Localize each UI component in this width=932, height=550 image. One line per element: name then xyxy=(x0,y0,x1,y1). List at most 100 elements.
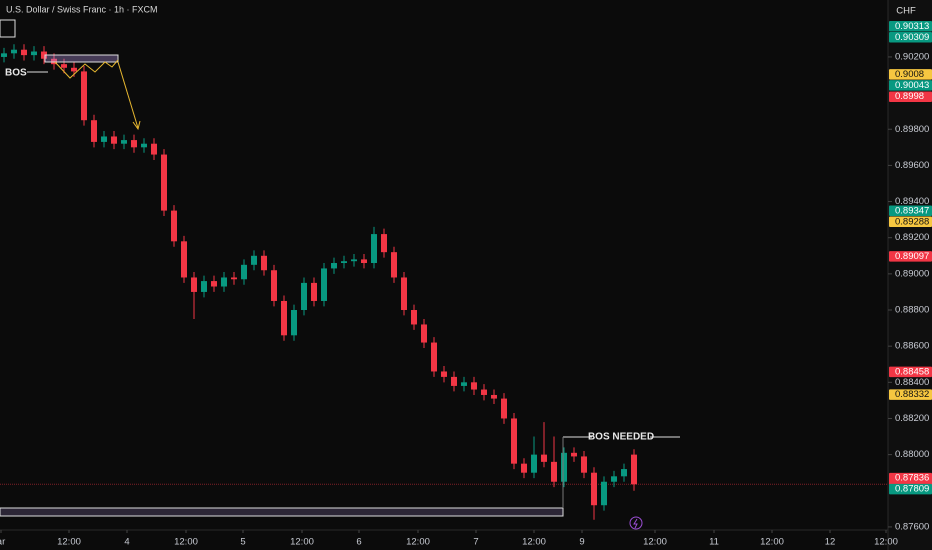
candle-body xyxy=(271,270,277,301)
price-badge xyxy=(889,366,932,378)
x-tick-label: 12:00 xyxy=(643,537,667,548)
candle-body xyxy=(251,255,257,265)
zone-bottom xyxy=(0,507,564,517)
candle-body xyxy=(161,154,167,211)
candle-body xyxy=(231,277,237,280)
candle-body xyxy=(581,456,587,473)
candle-body xyxy=(591,472,597,506)
price-badge-label: 0.9008 xyxy=(895,69,924,80)
x-tick-label: 12:00 xyxy=(406,537,430,548)
candle-body xyxy=(211,281,217,287)
candle-body xyxy=(511,418,517,464)
price-badge xyxy=(889,31,932,43)
candle-body xyxy=(301,282,307,311)
candle-body xyxy=(441,371,447,377)
candle-body xyxy=(621,469,627,477)
zigzag xyxy=(54,59,119,79)
x-tick-label: 12:00 xyxy=(874,537,898,548)
candle-body xyxy=(191,277,197,292)
candle-body xyxy=(21,49,27,56)
candle-body xyxy=(371,234,377,264)
candle-body xyxy=(501,398,507,419)
candle-body xyxy=(141,143,147,148)
candle-body xyxy=(421,324,427,343)
price-badge xyxy=(889,69,932,80)
price-badge xyxy=(889,80,932,91)
price-badge-label: 0.89097 xyxy=(895,251,929,262)
price-badge-label: 0.8998 xyxy=(895,91,924,102)
candle-body xyxy=(241,264,247,280)
candle-body xyxy=(431,342,437,372)
candle-body xyxy=(171,210,177,242)
zone-top xyxy=(44,54,119,63)
candle-body xyxy=(71,67,77,72)
price-badge xyxy=(889,483,932,495)
candle-body xyxy=(91,120,97,142)
bos-label: BOS xyxy=(5,68,27,79)
x-tick-label: 7 xyxy=(473,537,478,548)
candle-body xyxy=(121,140,127,144)
candle-body xyxy=(1,53,7,57)
y-tick-label: 0.87600 xyxy=(895,521,929,532)
x-tick-label: 12:00 xyxy=(522,537,546,548)
arrow-head xyxy=(132,120,141,131)
candle-body xyxy=(131,140,137,148)
x-tick-label: 4 xyxy=(124,537,129,548)
candle-body xyxy=(311,282,317,301)
candle-body xyxy=(541,454,547,462)
price-badge-label: 0.90309 xyxy=(895,32,929,43)
y-tick-label: 0.88800 xyxy=(895,305,929,316)
y-tick-label: 0.88400 xyxy=(895,377,929,388)
candle-body xyxy=(381,234,387,253)
x-tick-label: 5 xyxy=(240,537,245,548)
y-tick-label: 0.88000 xyxy=(895,449,929,460)
candle-body xyxy=(561,452,567,482)
candle-body xyxy=(281,300,287,336)
candle-body xyxy=(341,261,347,264)
price-badge xyxy=(889,216,932,228)
candle-body xyxy=(391,252,397,278)
candle-body xyxy=(181,241,187,278)
y-tick-label: 0.90200 xyxy=(895,51,929,62)
zone-left xyxy=(0,19,16,38)
price-badge-label: 0.89347 xyxy=(895,205,929,216)
price-badge-label: 0.87809 xyxy=(895,484,929,495)
candle-body xyxy=(361,259,367,264)
candle-body xyxy=(111,136,117,144)
candle-body xyxy=(401,277,407,311)
y-tick-label: 0.88600 xyxy=(895,341,929,352)
alert-icon[interactable] xyxy=(629,516,643,530)
chart-title: U.S. Dollar / Swiss Franc · 1h · FXCM xyxy=(6,4,158,14)
candle-body xyxy=(351,259,357,262)
price-badge xyxy=(889,389,932,400)
candle-body xyxy=(601,481,607,506)
y-tick-label: 0.89800 xyxy=(895,124,929,135)
candle-body xyxy=(31,51,37,56)
candle-body xyxy=(521,463,527,473)
x-tick-label: 12:00 xyxy=(760,537,784,548)
x-tick-label: 11 xyxy=(709,537,719,548)
x-tick-label: ar xyxy=(0,537,5,548)
price-badge-label: 0.90313 xyxy=(895,21,929,32)
x-tick-label: 12:00 xyxy=(174,537,198,548)
candle-body xyxy=(571,452,577,457)
candle-body xyxy=(611,476,617,482)
y-tick-label: 0.88200 xyxy=(895,413,929,424)
price-badge xyxy=(889,91,932,102)
candle-body xyxy=(101,136,107,142)
bos-needed-label: BOS NEEDED xyxy=(588,432,654,443)
y-tick-label: 0.89600 xyxy=(895,160,929,171)
candle-body xyxy=(551,461,557,482)
candle-body xyxy=(81,71,87,121)
y-tick-label: 0.89200 xyxy=(895,232,929,243)
x-tick-label: 12:00 xyxy=(57,537,81,548)
candle-body xyxy=(221,277,227,287)
candle-body xyxy=(51,58,57,65)
price-badge-label: 0.88332 xyxy=(895,389,929,400)
projection-arrow xyxy=(117,61,139,129)
candle-body xyxy=(491,394,497,399)
candle-body xyxy=(61,64,67,68)
currency-label: CHF xyxy=(896,6,916,17)
x-tick-label: 12 xyxy=(825,537,836,548)
